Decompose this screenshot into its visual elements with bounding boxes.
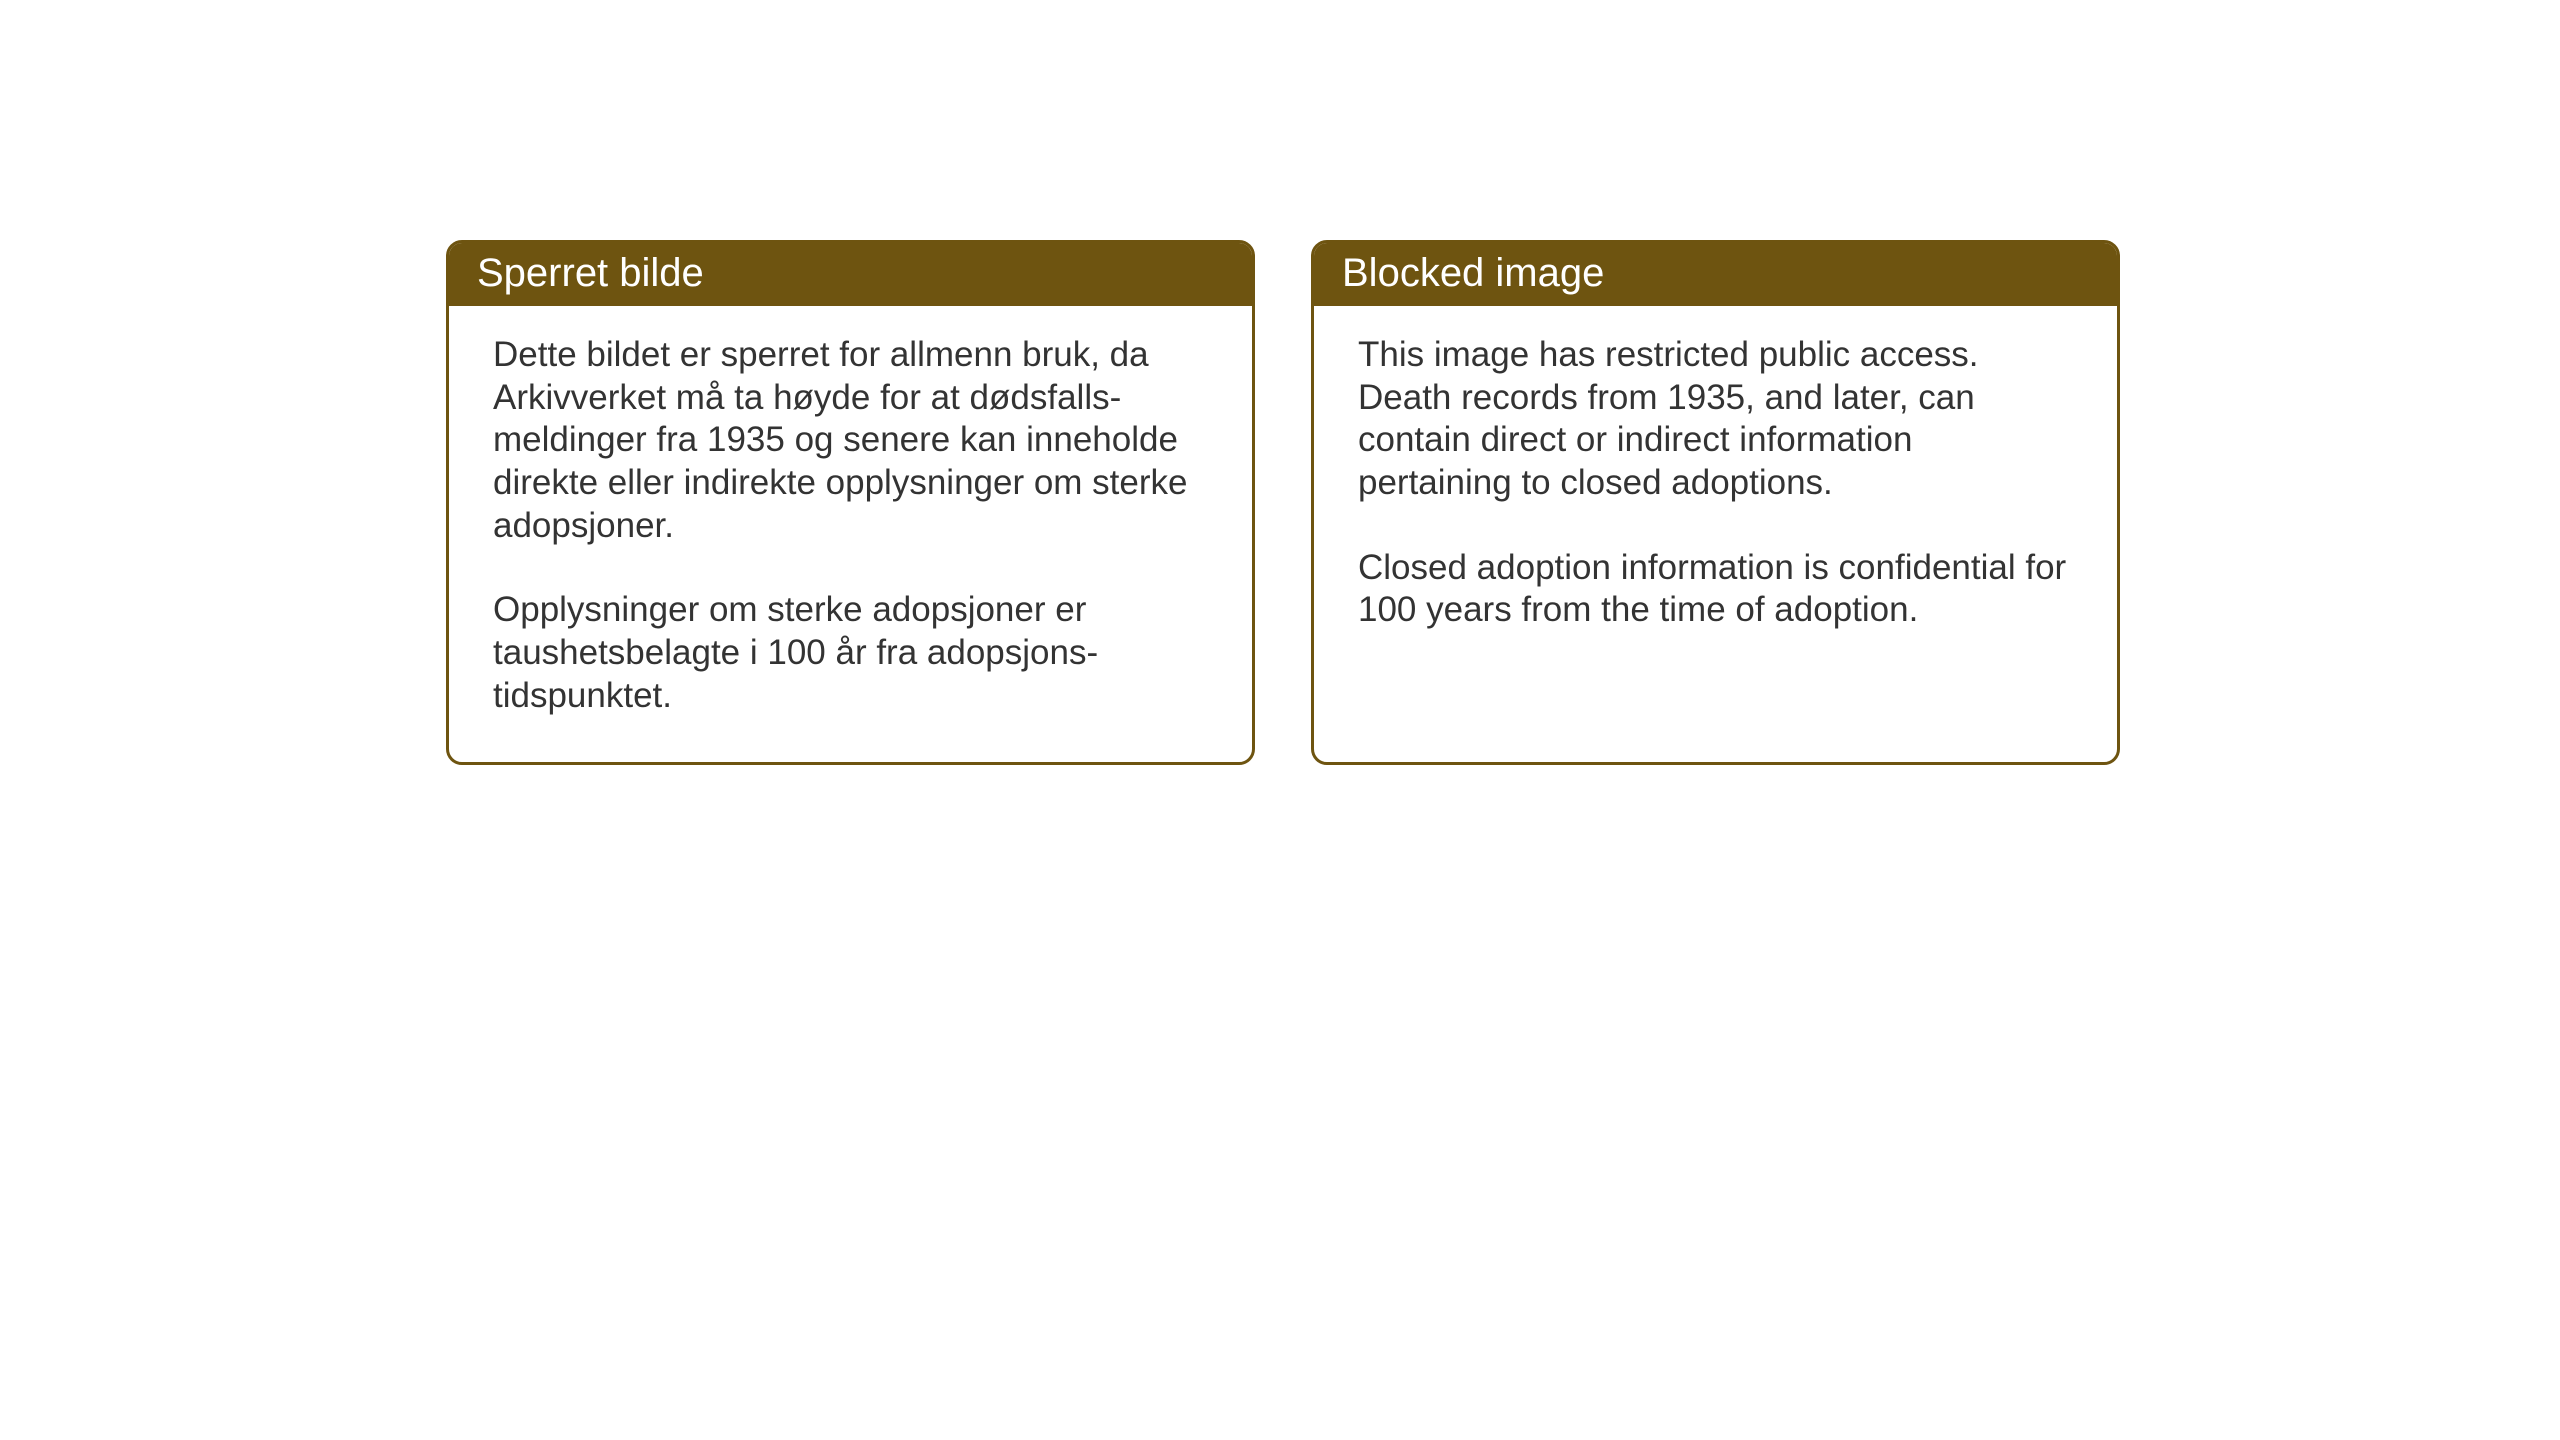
notice-box-norwegian: Sperret bilde Dette bildet er sperret fo… [446,240,1255,765]
notice-header-english: Blocked image [1314,243,2117,306]
notice-header-norwegian: Sperret bilde [449,243,1252,306]
notice-body-english: This image has restricted public access.… [1314,306,2117,676]
notice-paragraph: Dette bildet er sperret for allmenn bruk… [493,334,1208,547]
notice-paragraph: Opplysninger om sterke adopsjoner er tau… [493,589,1208,717]
notice-container: Sperret bilde Dette bildet er sperret fo… [446,240,2120,765]
notice-paragraph: This image has restricted public access.… [1358,334,2073,505]
notice-paragraph: Closed adoption information is confident… [1358,547,2073,632]
notice-box-english: Blocked image This image has restricted … [1311,240,2120,765]
notice-body-norwegian: Dette bildet er sperret for allmenn bruk… [449,306,1252,762]
